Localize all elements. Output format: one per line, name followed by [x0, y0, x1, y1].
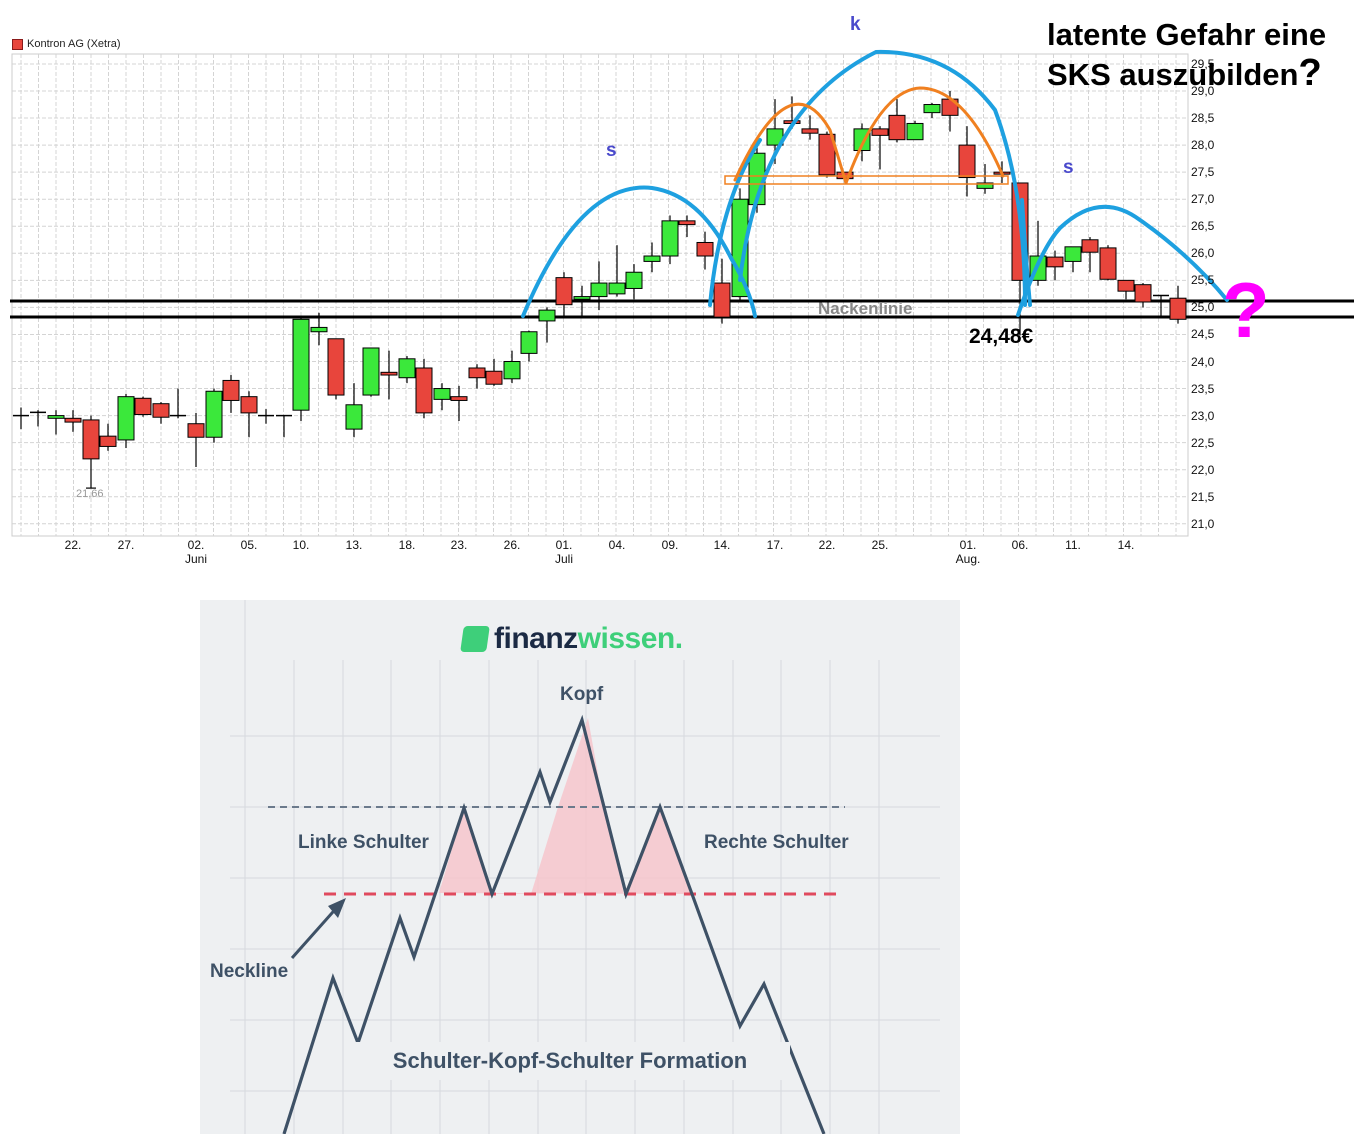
- y-tick-label: 25,0: [1191, 300, 1215, 315]
- y-tick-label: 27,0: [1191, 192, 1215, 207]
- x-tick-label: 22.: [64, 538, 82, 552]
- headline-line2: SKS auszubilden: [1047, 57, 1299, 92]
- y-tick-label: 22,0: [1191, 462, 1215, 477]
- y-tick-label: 21,0: [1191, 516, 1215, 531]
- headline: latente Gefahr eine SKS auszubilden?: [1047, 16, 1326, 94]
- y-tick-label: 24,0: [1191, 354, 1215, 369]
- right-shoulder-label-illustration: Rechte Schulter: [704, 832, 849, 853]
- y-tick-label: 28,0: [1191, 138, 1215, 153]
- x-tick-label: 14.: [713, 538, 731, 552]
- x-tick-label: 23.: [450, 538, 468, 552]
- min-price-label: 21,66: [76, 488, 104, 500]
- legend-swatch: [12, 38, 23, 50]
- y-tick-label: 23,5: [1191, 381, 1215, 396]
- x-tick-label: 04.: [608, 538, 626, 552]
- y-tick-label: 26,0: [1191, 246, 1215, 261]
- x-month-label: Juni: [184, 552, 208, 566]
- x-tick-label: 11.: [1065, 538, 1081, 552]
- drawn-arcs: [521, 49, 1229, 318]
- y-tick-label: 25,5: [1191, 273, 1215, 288]
- x-tick-label: 25.: [871, 538, 889, 552]
- price-annotation: 24,48€: [969, 325, 1034, 348]
- x-tick-label: 17.: [766, 538, 784, 552]
- y-tick-label: 21,5: [1191, 489, 1215, 504]
- chart-grid: [11, 53, 1189, 537]
- head-label: k: [850, 14, 861, 35]
- x-month-label: Aug.: [955, 552, 981, 566]
- formation-caption: Schulter-Kopf-Schulter Formation: [350, 1042, 790, 1080]
- y-tick-label: 29,0: [1191, 84, 1215, 98]
- head-label-illustration: Kopf: [560, 684, 604, 705]
- question-mark-annotation: ?: [1222, 266, 1270, 354]
- x-tick-label: 01.: [959, 538, 977, 552]
- headline-question-mark: ?: [1298, 52, 1322, 94]
- logo-mark-icon: [460, 626, 490, 652]
- candles: [13, 91, 1187, 489]
- x-tick-label: 01.: [555, 538, 573, 552]
- x-tick-label: 14.: [1117, 538, 1135, 552]
- x-tick-label: 05.: [240, 538, 258, 552]
- right-shoulder-label: s: [1063, 157, 1074, 178]
- x-tick-label: 09.: [661, 538, 679, 552]
- x-month-label: Juli: [554, 552, 574, 566]
- logo-text-wissen: wissen.: [577, 622, 683, 655]
- x-tick-label: 13.: [345, 538, 363, 552]
- logo-text-finanz: finanz: [494, 622, 578, 655]
- headline-line1: latente Gefahr eine: [1047, 17, 1327, 52]
- x-tick-label: 27.: [117, 538, 135, 552]
- candlestick-chart: [10, 49, 1354, 537]
- y-tick-label: 28,5: [1191, 111, 1215, 126]
- x-tick-label: 10.: [292, 538, 310, 552]
- finanzwissen-logo: finanz wissen.: [460, 622, 683, 656]
- x-tick-label: 02.: [187, 538, 205, 552]
- left-shoulder-label-illustration: Linke Schulter: [298, 832, 429, 853]
- chart-legend: Kontron AG (Xetra): [12, 38, 121, 50]
- x-tick-label: 06.: [1011, 538, 1029, 552]
- y-tick-label: 26,5: [1191, 219, 1215, 234]
- neckline-lines: [10, 299, 1354, 319]
- neckline-label-illustration: Neckline: [210, 961, 289, 982]
- y-tick-label: 29,5: [1191, 56, 1215, 71]
- left-shoulder-label: s: [606, 140, 617, 161]
- y-tick-label: 27,5: [1191, 165, 1215, 180]
- x-tick-label: 22.: [818, 538, 836, 552]
- x-tick-label: 18.: [398, 538, 416, 552]
- x-tick-label: 26.: [503, 538, 521, 552]
- y-tick-label: 24,5: [1191, 327, 1215, 342]
- legend-label: Kontron AG (Xetra): [27, 38, 121, 50]
- sks-illustration: finanz wissen. Kopf Linke Schulter Rechte…: [200, 600, 960, 1134]
- y-tick-label: 22,5: [1191, 435, 1215, 450]
- neckline-label: Nackenlinie: [818, 299, 913, 318]
- y-tick-label: 23,0: [1191, 408, 1215, 423]
